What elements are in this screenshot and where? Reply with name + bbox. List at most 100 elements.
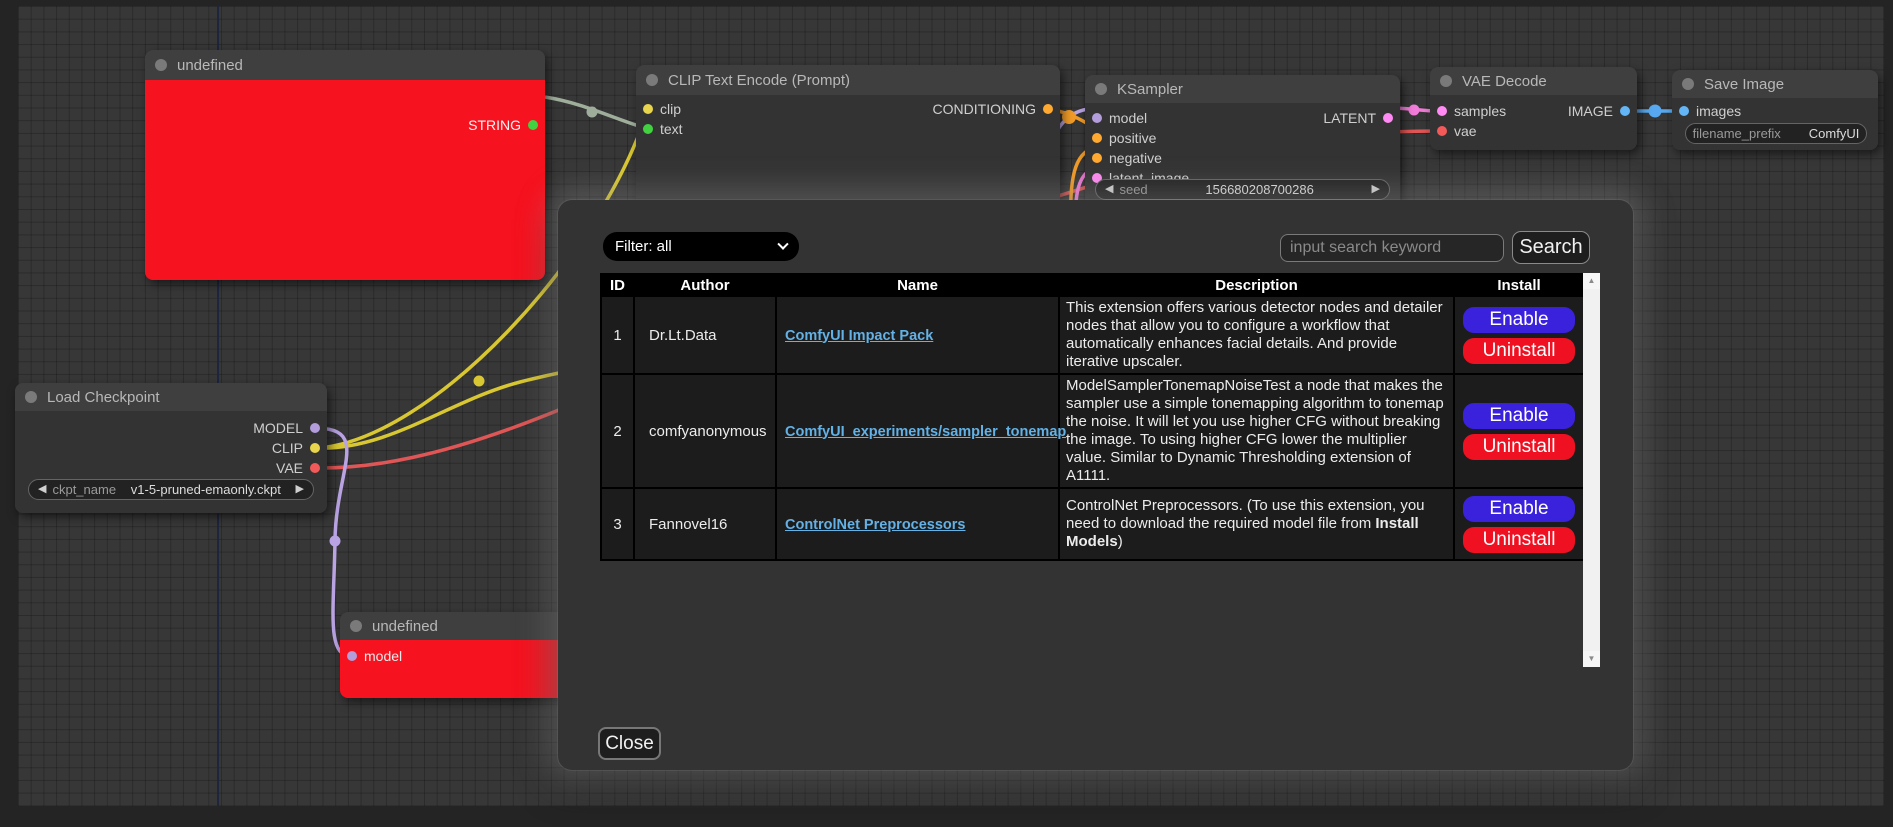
link-dot[interactable]: [329, 535, 341, 547]
ckpt-name-widget[interactable]: ◀ ckpt_name v1-5-pruned-emaonly.ckpt ▶: [28, 479, 314, 500]
node-collapse-dot[interactable]: [350, 620, 362, 632]
node-title-label: Load Checkpoint: [47, 388, 160, 406]
right-arrow-icon[interactable]: ▶: [1371, 183, 1380, 195]
output-port-conditioning[interactable]: [1043, 104, 1053, 114]
table-row: 1 Dr.Lt.Data ComfyUI Impact Pack This ex…: [600, 295, 1585, 375]
port-label: positive: [1109, 130, 1157, 146]
input-port-text[interactable]: [643, 124, 653, 134]
node-collapse-dot[interactable]: [1440, 75, 1452, 87]
link-dot[interactable]: [473, 375, 485, 387]
port-label: images: [1696, 103, 1742, 119]
extension-link[interactable]: ControlNet Preprocessors: [785, 516, 966, 533]
right-arrow-icon[interactable]: ▶: [295, 483, 304, 495]
extension-table-container: ID Author Name Description Install 1 Dr.…: [600, 273, 1600, 667]
extension-link[interactable]: ComfyUI Impact Pack: [785, 327, 934, 344]
link-clip-1[interactable]: [317, 108, 650, 450]
canvas-edge: [0, 806, 1893, 827]
node-undefined-string[interactable]: undefined STRING: [145, 50, 545, 280]
scroll-down-icon[interactable]: ▼: [1583, 651, 1600, 667]
search-button[interactable]: Search: [1512, 231, 1590, 264]
input-port-model[interactable]: [347, 651, 357, 661]
canvas-edge: [0, 0, 18, 827]
node-vae-decode[interactable]: VAE Decode samples vae IMAGE: [1430, 67, 1637, 150]
input-port-clip[interactable]: [643, 104, 653, 114]
table-row: 2 comfyanonymous ComfyUI_experiments/sam…: [600, 373, 1585, 489]
port-label: LATENT: [1323, 110, 1376, 126]
node-collapse-dot[interactable]: [155, 59, 167, 71]
seed-widget[interactable]: ◀ seed 156680208700286 ▶: [1095, 179, 1390, 200]
extension-table: ID Author Name Description Install 1 Dr.…: [600, 273, 1585, 561]
uninstall-button[interactable]: Uninstall: [1463, 433, 1575, 460]
output-port-vae[interactable]: [310, 463, 320, 473]
extension-link[interactable]: ComfyUI_experiments/sampler_tonemap: [785, 423, 1067, 440]
output-port-latent[interactable]: [1383, 113, 1393, 123]
node-collapse-dot[interactable]: [1095, 83, 1107, 95]
node-title-bar[interactable]: CLIP Text Encode (Prompt): [636, 65, 1060, 95]
node-title-bar[interactable]: VAE Decode: [1430, 67, 1637, 95]
filename-prefix-widget[interactable]: filename_prefix ComfyUI: [1685, 123, 1867, 144]
output-port-clip[interactable]: [310, 443, 320, 453]
widget-value: v1-5-pruned-emaonly.ckpt: [130, 482, 281, 497]
widget-name: filename_prefix: [1692, 126, 1781, 141]
scroll-up-icon[interactable]: ▲: [1583, 273, 1600, 289]
node-title-label: CLIP Text Encode (Prompt): [668, 71, 851, 89]
input-port-vae[interactable]: [1437, 126, 1447, 136]
search-input[interactable]: [1280, 234, 1504, 262]
enable-button[interactable]: Enable: [1463, 402, 1575, 429]
input-port-images[interactable]: [1679, 106, 1689, 116]
close-button[interactable]: Close: [598, 727, 661, 760]
header-name: Name: [775, 273, 1060, 297]
cell-author: comfyanonymous: [633, 373, 777, 489]
port-label: model: [1109, 110, 1148, 126]
widget-name: seed: [1119, 182, 1148, 197]
node-title-label: VAE Decode: [1462, 72, 1547, 90]
filter-select[interactable]: Filter: all: [603, 232, 799, 261]
cell-id: 1: [600, 295, 635, 375]
link-dot[interactable]: [1408, 104, 1420, 116]
output-port-string[interactable]: [528, 120, 538, 130]
node-title-label: undefined: [177, 56, 243, 74]
node-title-bar[interactable]: Save Image: [1672, 70, 1878, 98]
node-save-image[interactable]: Save Image images filename_prefix ComfyU…: [1672, 70, 1878, 150]
uninstall-button[interactable]: Uninstall: [1463, 526, 1575, 553]
output-port-model[interactable]: [310, 423, 320, 433]
port-label: vae: [1454, 123, 1477, 139]
input-port-negative[interactable]: [1092, 153, 1102, 163]
left-arrow-icon[interactable]: ◀: [38, 483, 47, 495]
node-title-label: KSampler: [1117, 80, 1183, 98]
port-label: CLIP: [271, 440, 303, 456]
uninstall-button[interactable]: Uninstall: [1463, 337, 1575, 364]
node-collapse-dot[interactable]: [646, 74, 658, 86]
left-arrow-icon[interactable]: ◀: [1105, 183, 1114, 195]
enable-button[interactable]: Enable: [1463, 306, 1575, 333]
enable-button[interactable]: Enable: [1463, 495, 1575, 522]
node-title-bar[interactable]: undefined: [145, 50, 545, 80]
table-header-row: ID Author Name Description Install: [600, 273, 1585, 297]
link-dot[interactable]: [586, 106, 598, 118]
node-title-bar[interactable]: Load Checkpoint: [15, 383, 327, 411]
node-collapse-dot[interactable]: [1682, 78, 1694, 90]
node-collapse-dot[interactable]: [25, 391, 37, 403]
description-text: ControlNet Preprocessors. (To use this e…: [1066, 497, 1425, 532]
node-load-checkpoint[interactable]: Load Checkpoint MODEL CLIP VAE ◀ ckpt_na…: [15, 383, 327, 513]
output-port-image[interactable]: [1620, 106, 1630, 116]
input-port-model[interactable]: [1092, 113, 1102, 123]
input-port-positive[interactable]: [1092, 133, 1102, 143]
input-port-samples[interactable]: [1437, 106, 1447, 116]
header-id: ID: [600, 273, 635, 297]
port-label: clip: [660, 101, 682, 117]
header-author: Author: [633, 273, 777, 297]
node-title-label: undefined: [372, 617, 438, 635]
table-scrollbar[interactable]: ▲ ▼: [1583, 273, 1600, 667]
node-ksampler[interactable]: KSampler model positive negative latent_…: [1085, 75, 1400, 207]
link-dot[interactable]: [1062, 110, 1076, 124]
description-text: ): [1117, 533, 1123, 550]
header-description: Description: [1058, 273, 1455, 297]
canvas-edge: [0, 0, 1893, 6]
port-label: MODEL: [253, 420, 303, 436]
input-port-latent-image[interactable]: [1092, 173, 1102, 183]
node-clip-text-encode[interactable]: CLIP Text Encode (Prompt) clip text COND…: [636, 65, 1060, 215]
link-dot[interactable]: [1648, 104, 1662, 118]
node-title-bar[interactable]: KSampler: [1085, 75, 1400, 103]
